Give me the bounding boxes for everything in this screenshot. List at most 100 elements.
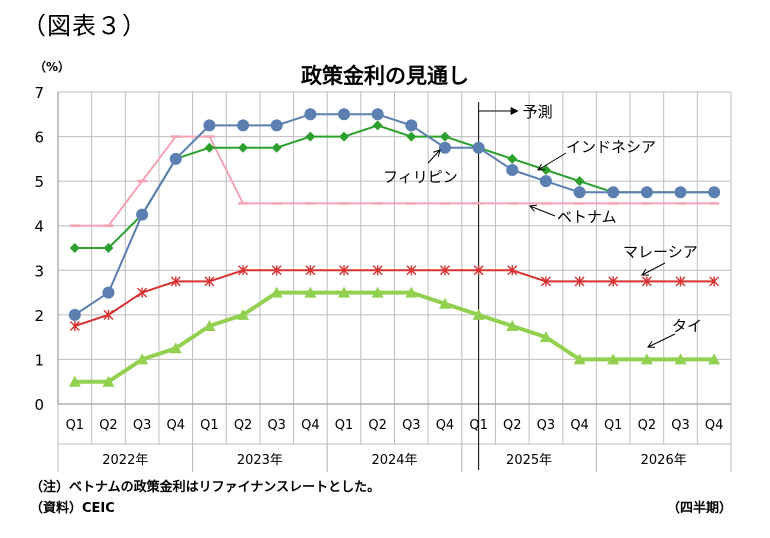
data-point (339, 265, 350, 276)
x-tick-label: Q2 (99, 418, 118, 433)
year-label: 2023年 (237, 453, 283, 468)
data-point (473, 265, 484, 276)
annotation-arrow-line (641, 262, 666, 276)
data-point (102, 286, 115, 299)
series-annotation: インドネシア (566, 138, 656, 156)
annotation-arrow-line (427, 149, 441, 164)
y-tick-label: 6 (34, 129, 44, 147)
series-マレーシア (69, 265, 720, 331)
y-tick-label: 1 (34, 351, 44, 369)
data-point (607, 353, 620, 365)
data-point (238, 142, 249, 153)
source-note: （資料）CEIC (30, 501, 115, 516)
year-label: 2022年 (102, 453, 148, 468)
data-point (371, 286, 384, 298)
x-tick-label: Q2 (638, 418, 657, 433)
data-point (238, 265, 249, 276)
data-point (338, 108, 351, 121)
x-tick-label: Q3 (133, 418, 152, 433)
annotation-arrow-head (529, 204, 538, 212)
annotation-arrow-line (647, 333, 676, 348)
data-point (204, 142, 215, 153)
data-point (607, 186, 620, 199)
series-annotation: フィリピン (383, 168, 458, 186)
data-point (137, 287, 148, 298)
x-tick-label: Q1 (200, 418, 219, 433)
annotation-arrow-line (537, 152, 567, 171)
data-point (708, 353, 721, 365)
data-point (708, 186, 721, 199)
data-point (573, 353, 586, 365)
annotation-arrow-head (537, 163, 546, 171)
chart-title: 政策金利の見通し (301, 64, 469, 88)
data-point (540, 165, 551, 175)
series-annotation: タイ (672, 317, 702, 335)
data-point (674, 186, 687, 199)
data-point (203, 119, 216, 132)
data-point (136, 208, 149, 221)
data-point (507, 265, 518, 276)
x-tick-label: Q4 (301, 418, 320, 433)
data-point (271, 265, 282, 276)
data-point (371, 108, 384, 121)
data-point (270, 286, 283, 298)
data-point (169, 152, 182, 165)
x-tick-label: Q1 (335, 418, 354, 433)
data-point (539, 331, 552, 343)
series-line (74, 135, 715, 227)
figure-label: （図表３） (22, 12, 147, 40)
annotation-arrow-head (641, 268, 650, 276)
data-point (68, 308, 81, 321)
x-tick-label: Q4 (570, 418, 589, 433)
data-point (304, 286, 317, 298)
data-point (103, 243, 114, 253)
data-point (574, 176, 585, 187)
data-point (574, 276, 585, 287)
annotation-arrow-head (647, 341, 656, 348)
data-point (305, 131, 316, 142)
data-point (472, 141, 485, 154)
x-tick-label: Q3 (671, 418, 690, 433)
data-point (641, 276, 652, 287)
x-tick-label: Q3 (267, 418, 286, 433)
data-point (136, 353, 149, 365)
footnote: （注）ベトナムの政策金利はリファイナンスレートとした。 (30, 480, 381, 495)
data-point (640, 353, 653, 365)
series-ベトナム (69, 135, 720, 227)
series-annotation: マレーシア (623, 243, 698, 261)
data-point (69, 243, 80, 253)
y-tick-label: 4 (34, 218, 44, 236)
x-tick-label: Q2 (503, 418, 522, 433)
series-line (74, 290, 715, 384)
data-point (372, 120, 383, 131)
y-axis-unit: （%） (34, 60, 71, 74)
data-point (305, 265, 316, 276)
axis-layer: 0 1 2 3 4 5 6 7 Q1 Q2 Q3 Q4 Q1 Q2 Q3 Q4 Q1 Q2 Q3 Q4 Q1 Q2 Q3 Q4… (34, 84, 732, 472)
data-point (675, 276, 686, 287)
x-tick-label: Q3 (537, 418, 556, 433)
data-point (237, 119, 250, 132)
x-tick-label: Q1 (604, 418, 623, 433)
data-point (237, 308, 250, 320)
data-point (170, 276, 181, 287)
series-annotation: ベトナム (557, 208, 617, 226)
y-tick-label: 2 (34, 307, 44, 325)
data-point (439, 265, 450, 276)
x-tick-label: Q2 (368, 418, 387, 433)
x-tick-label: Q4 (705, 418, 724, 433)
data-point (204, 276, 215, 287)
data-point (405, 286, 418, 298)
data-point (573, 186, 586, 199)
data-point (506, 164, 519, 176)
data-point (339, 131, 350, 142)
data-point (103, 309, 114, 320)
forecast-label: 予測 (523, 103, 553, 121)
data-point (270, 119, 283, 132)
data-point (640, 186, 653, 199)
data-point (506, 320, 519, 331)
data-point (406, 131, 417, 142)
data-point (203, 320, 216, 331)
data-point (472, 308, 485, 320)
